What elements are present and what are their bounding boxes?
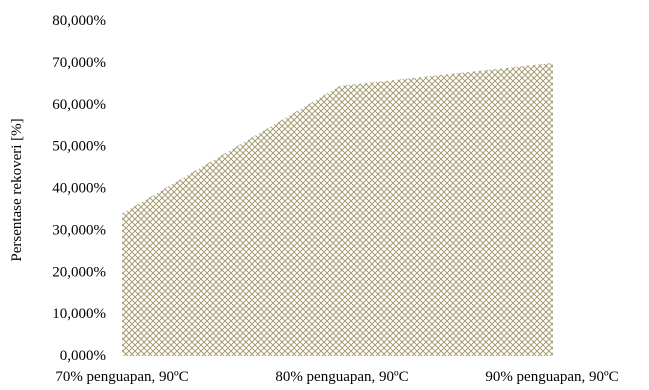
y-tick-label: 80,000% <box>52 13 106 29</box>
y-tick-label: 20,000% <box>52 264 106 280</box>
plot-area <box>122 62 553 357</box>
x-tick-label: 80% penguapan, 90ºC <box>275 369 408 385</box>
y-tick-label: 10,000% <box>52 306 106 322</box>
area-series-fill <box>122 62 553 357</box>
x-axis: 70% penguapan, 90ºC 80% penguapan, 90ºC 90… <box>55 369 618 385</box>
x-tick-label: 70% penguapan, 90ºC <box>55 369 188 385</box>
y-axis: 0,000% 10,000% 20,000% 30,000% 40,000% 50,000… <box>52 13 106 364</box>
y-tick-label: 0,000% <box>60 348 106 364</box>
y-tick-label: 40,000% <box>52 181 106 197</box>
y-tick-label: 30,000% <box>52 222 106 238</box>
y-tick-label: 60,000% <box>52 97 106 113</box>
x-tick-label: 90% penguapan, 90ºC <box>485 369 618 385</box>
y-tick-label: 50,000% <box>52 139 106 155</box>
y-axis-title: Persentase rekoveri [%] <box>9 118 25 261</box>
y-tick-label: 70,000% <box>52 55 106 71</box>
